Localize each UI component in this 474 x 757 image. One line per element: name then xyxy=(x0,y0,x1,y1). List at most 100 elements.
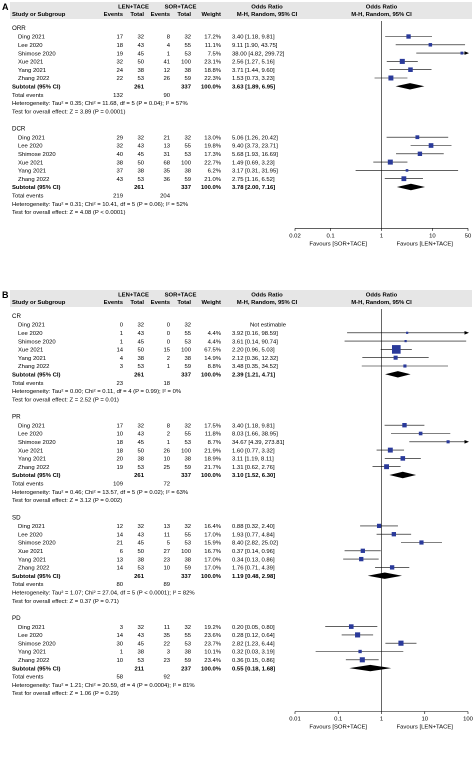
events-exp: 38 xyxy=(116,160,123,166)
subtotal-total-exp: 261 xyxy=(134,185,145,191)
events-ctl: 15 xyxy=(163,348,170,354)
study-odds-ratio: 3.40 [1.18, 9.81] xyxy=(232,35,275,41)
subtotal-odds-ratio: 3.63 [1.89, 6.95] xyxy=(232,85,275,91)
events-ctl: 35 xyxy=(163,633,170,639)
header-plot-sub: M-H, Random, 95% CI xyxy=(351,300,412,306)
total-events-ctl: 18 xyxy=(163,381,170,387)
subtotal-total-exp: 261 xyxy=(134,85,145,91)
study-odds-ratio: 0.37 [0.14, 0.96] xyxy=(232,549,275,555)
study-odds-ratio: 8.03 [1.66, 38.95] xyxy=(232,432,278,438)
study-name: Zhang 2022 xyxy=(18,658,49,664)
study-name: Shimose 2020 xyxy=(18,641,56,647)
header-plot-sub: M-H, Random, 95% CI xyxy=(351,12,412,18)
ci-arrow xyxy=(464,331,469,335)
study-weight: 11.1% xyxy=(205,43,222,49)
study-name: Lee 2020 xyxy=(18,633,43,639)
study-name: Ding 2021 xyxy=(18,423,45,429)
header-total-ctl: Total xyxy=(177,12,191,18)
study-weight: 14.9% xyxy=(204,356,221,362)
study-odds-ratio: 1.53 [0.73, 3.23] xyxy=(232,76,275,82)
events-exp: 17 xyxy=(116,35,123,41)
total-ctl: 59 xyxy=(184,76,191,82)
events-ctl: 26 xyxy=(163,448,170,454)
favours-right-label: Favours [LEN+TACE] xyxy=(397,725,454,731)
header-or-sub: M-H, Random, 95% CI xyxy=(237,300,298,306)
subtotal-diamond xyxy=(385,371,411,378)
total-ctl: 53 xyxy=(184,152,191,158)
total-exp: 43 xyxy=(137,43,144,49)
study-odds-ratio: 3.17 [0.31, 31.95] xyxy=(232,169,278,175)
total-ctl: 55 xyxy=(184,633,191,639)
heterogeneity-text: Heterogeneity: Tau² = 0.46; Chi² = 13.57… xyxy=(12,490,189,496)
total-exp: 38 xyxy=(137,169,144,175)
x-tick-label: 0.1 xyxy=(326,233,334,239)
total-exp: 45 xyxy=(137,339,144,345)
study-odds-ratio: 1.76 [0.71, 4.39] xyxy=(232,566,275,572)
study-name: Zhang 2022 xyxy=(18,566,49,572)
study-name: Ding 2021 xyxy=(18,625,45,631)
total-exp: 43 xyxy=(137,331,144,337)
total-ctl: 38 xyxy=(184,457,191,463)
study-weight: 16.7% xyxy=(204,549,221,555)
total-ctl: 32 xyxy=(184,323,191,329)
study-odds-ratio: 3.71 [1.44, 9.60] xyxy=(232,68,275,74)
total-ctl: 100 xyxy=(181,549,192,555)
subtotal-label: Subtotal (95% CI) xyxy=(12,85,60,91)
favours-left-label: Favours [SOR+TACE] xyxy=(309,725,367,731)
events-exp: 3 xyxy=(120,625,124,631)
events-exp: 32 xyxy=(116,144,123,150)
header-study: Study or Subgroup xyxy=(12,12,66,18)
effect-square xyxy=(358,649,362,654)
overall-effect-text: Test for overall effect: Z = 4.08 (P < 0… xyxy=(12,210,125,216)
total-events-ctl: 92 xyxy=(163,675,170,681)
total-ctl: 32 xyxy=(184,135,191,141)
total-exp: 53 xyxy=(137,658,144,664)
total-ctl: 38 xyxy=(184,68,191,74)
subtotal-weight: 100.0% xyxy=(201,185,222,191)
effect-square xyxy=(359,657,365,663)
header-plot-col: Odds Ratio xyxy=(366,5,398,11)
events-ctl: 11 xyxy=(164,625,170,631)
subtotal-odds-ratio: 2.39 [1.21, 4.71] xyxy=(232,373,275,379)
study-name: Zhang 2022 xyxy=(18,465,49,471)
total-ctl: 53 xyxy=(184,339,191,345)
subtotal-total-ctl: 337 xyxy=(181,373,192,379)
study-odds-ratio: 2.56 [1.27, 5.16] xyxy=(232,60,275,66)
subgroup-name: DCR xyxy=(12,126,26,133)
events-exp: 10 xyxy=(116,432,123,438)
study-name: Ding 2021 xyxy=(18,323,45,329)
study-name: Xue 2021 xyxy=(18,448,43,454)
total-exp: 50 xyxy=(137,348,144,354)
total-exp: 32 xyxy=(137,625,144,631)
header-or-sub: M-H, Random, 95% CI xyxy=(237,12,298,18)
events-ctl: 23 xyxy=(163,658,170,664)
events-ctl: 0 xyxy=(167,339,171,345)
study-weight: 10.1% xyxy=(204,650,221,656)
effect-square xyxy=(388,75,394,81)
events-exp: 19 xyxy=(116,51,123,57)
total-exp: 43 xyxy=(137,532,144,538)
overall-effect-text: Test for overall effect: Z = 2.52 (P = 0… xyxy=(12,397,119,403)
x-tick-label: 10 xyxy=(421,717,428,723)
events-exp: 3 xyxy=(120,364,124,370)
events-ctl: 8 xyxy=(167,423,171,429)
effect-square xyxy=(404,339,407,343)
study-name: Xue 2021 xyxy=(18,60,43,66)
study-weight: 17.0% xyxy=(204,532,221,538)
total-exp: 53 xyxy=(137,76,144,82)
study-odds-ratio: 1.49 [0.69, 3.23] xyxy=(232,160,275,166)
study-name: Zhang 2022 xyxy=(18,177,49,183)
total-ctl: 53 xyxy=(184,641,191,647)
total-events-exp: 132 xyxy=(113,93,123,99)
total-ctl: 100 xyxy=(181,160,192,166)
study-name: Ding 2021 xyxy=(18,135,45,141)
study-odds-ratio: 8.40 [2.82, 25.02] xyxy=(232,541,278,547)
events-ctl: 23 xyxy=(163,557,170,563)
effect-square xyxy=(391,532,397,537)
effect-square xyxy=(460,51,464,55)
subtotal-odds-ratio: 0.55 [0.18, 1.68] xyxy=(232,666,275,672)
events-ctl: 0 xyxy=(167,323,171,329)
total-events-label: Total events xyxy=(12,582,43,588)
header-events-ctl: Events xyxy=(151,12,171,18)
effect-square xyxy=(406,331,409,334)
